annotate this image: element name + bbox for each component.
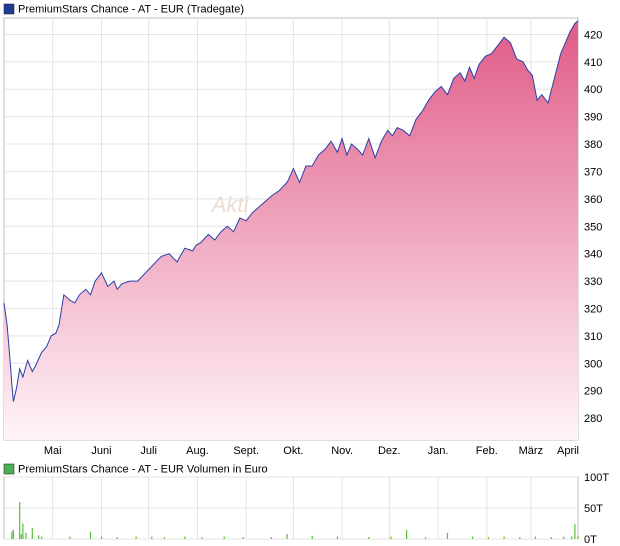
price-y-tick-label: 300 [584,358,602,370]
volume-bar [41,536,43,539]
volume-bar [135,536,137,539]
volume-bar [11,531,13,539]
volume-bar [406,529,408,539]
price-x-tick-label: Mai [44,445,62,457]
price-x-tick-label: Sept. [233,445,259,457]
price-y-tick-label: 360 [584,194,602,206]
price-legend-swatch [3,3,15,15]
volume-bar [25,532,27,539]
price-y-tick-label: 330 [584,276,602,288]
volume-bar [22,523,24,539]
volume-bar [487,537,489,539]
price-x-tick-label: Aug. [186,445,209,457]
volume-bar [503,536,505,539]
volume-bar [311,535,313,539]
volume-bar [116,537,118,539]
volume-bar [571,536,573,539]
volume-y-axis: 0T 50T 100T [584,472,609,546]
price-y-tick-label: 410 [584,57,602,69]
price-area [4,20,578,440]
price-y-tick-label: 290 [584,386,602,398]
volume-bar [69,536,71,539]
price-y-tick-label: 420 [584,29,602,41]
volume-chart-title: PremiumStars Chance - AT - EUR Volumen i… [18,464,268,476]
price-chart: PremiumStars Chance - AT - EUR (Tradegat… [3,3,602,457]
price-y-tick-label: 280 [584,413,602,425]
volume-bar [472,536,474,539]
volume-bar [424,537,427,539]
volume-bar [390,536,392,539]
volume-bar [223,536,225,539]
price-x-tick-label: Juni [91,445,111,457]
volume-bar [184,536,186,539]
volume-bar [336,536,338,539]
price-x-tick-label: März [519,445,543,457]
price-x-tick-label: Okt. [283,445,303,457]
volume-bar [574,524,576,539]
volume-bar [270,537,272,539]
volume-bar [100,536,103,539]
volume-bar [534,536,537,539]
volume-bar [201,537,203,539]
price-x-tick-label: April [557,445,579,457]
volume-bar [368,537,370,539]
price-x-tick-label: Feb. [476,445,498,457]
price-x-tick-label: Jan. [428,445,449,457]
volume-bar [563,536,565,539]
price-x-axis: Mai Juni Juli Aug. Sept. Okt. Nov. Dez. Jan. Feb.… [44,445,579,457]
price-chart-title: PremiumStars Chance - AT - EUR (Tradegat… [18,4,244,16]
volume-bar [286,534,288,539]
price-y-tick-label: 380 [584,139,602,151]
volume-legend-swatch [3,463,15,475]
price-x-tick-label: Nov. [331,445,353,457]
price-y-tick-label: 320 [584,303,602,315]
price-y-tick-label: 370 [584,166,602,178]
volume-bar [163,537,165,539]
price-y-tick-label: 400 [584,84,602,96]
volume-bar [31,527,33,539]
price-y-tick-label: 340 [584,249,602,261]
volume-bar [242,537,244,539]
price-line [3,20,579,402]
volume-y-tick-label: 0T [584,534,597,546]
volume-bar [446,532,449,539]
volume-y-tick-label: 100T [584,472,609,484]
volume-bars [11,501,579,539]
price-y-tick-label: 310 [584,331,602,343]
price-x-tick-label: Juli [140,445,157,457]
volume-y-tick-label: 50T [584,503,603,515]
volume-bar [38,535,40,539]
volume-bar [89,531,92,539]
price-y-tick-label: 350 [584,221,602,233]
watermark: Akti [210,192,250,217]
volume-bar [151,536,153,539]
volume-grid [4,476,578,540]
volume-bar [519,537,521,539]
volume-bar [550,537,552,539]
volume-bar [12,529,14,539]
volume-bar [19,501,21,539]
volume-chart: PremiumStars Chance - AT - EUR Volumen i… [3,463,609,546]
volume-bar [20,534,22,539]
price-y-axis: 280 290 300 310 320 330 340 350 360 370 380 390 400 4… [584,29,602,425]
price-y-tick-label: 390 [584,112,602,124]
volume-bar [577,535,579,539]
price-x-tick-label: Dez. [378,445,401,457]
